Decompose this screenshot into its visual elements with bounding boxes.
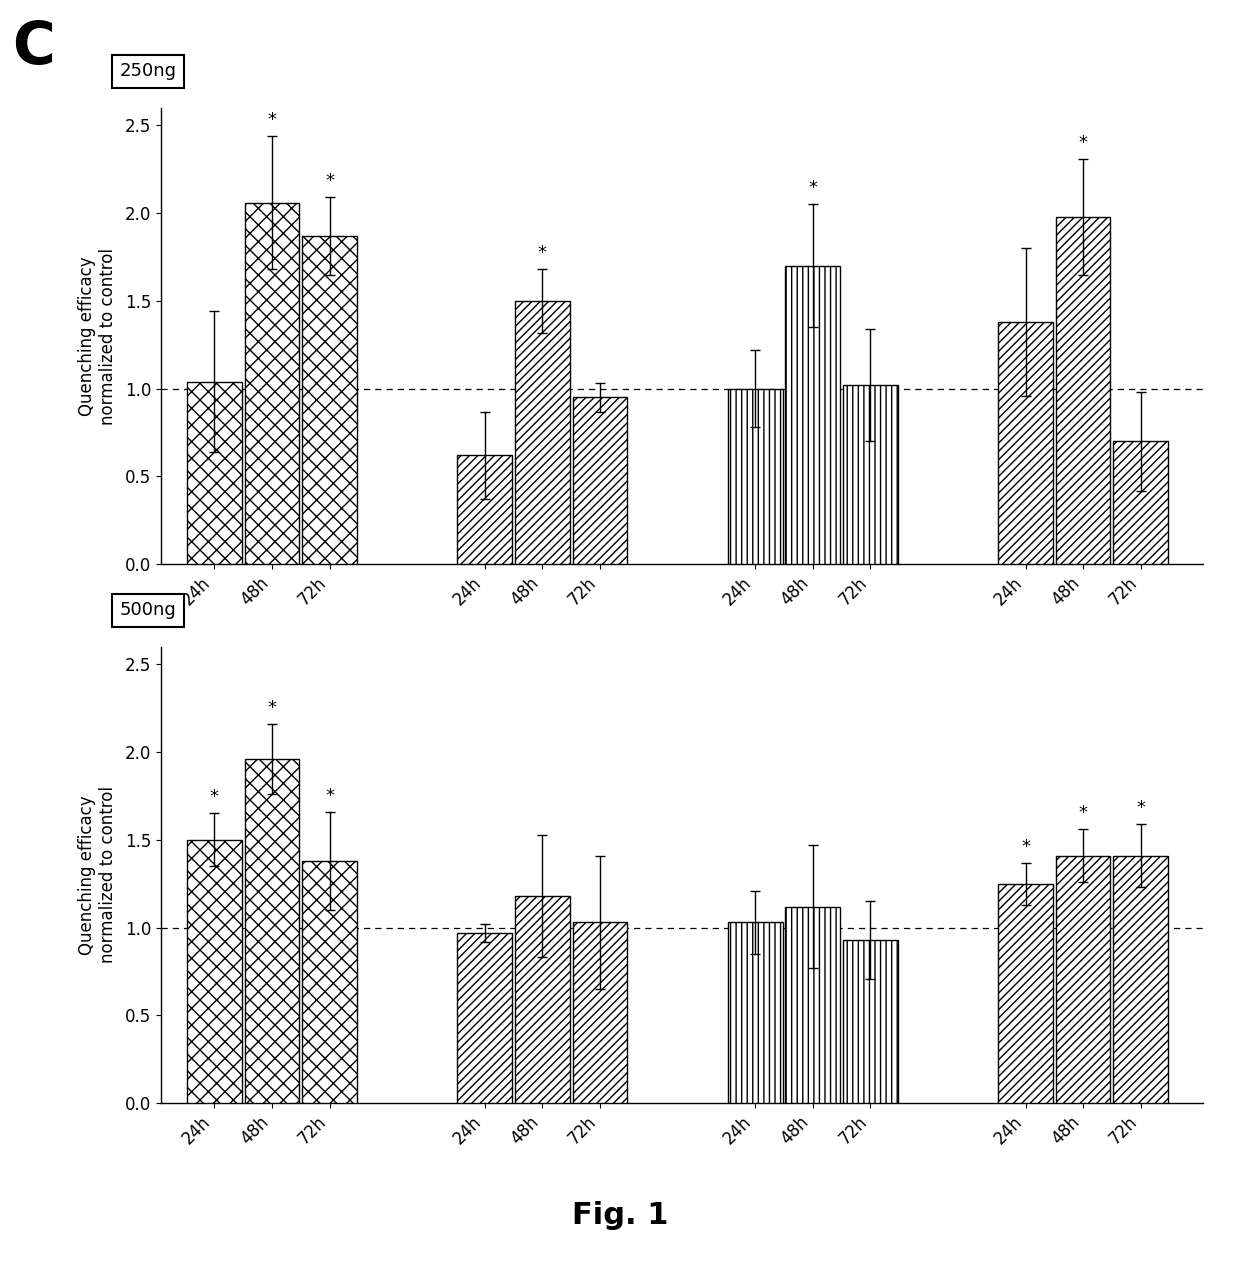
Text: *: * [268,110,277,129]
Y-axis label: Quenching efficacy
normalized to control: Quenching efficacy normalized to control [78,786,117,964]
Bar [187,382,242,564]
Bar [785,266,841,564]
Bar [458,933,512,1103]
Text: *: * [325,786,334,805]
Text: *: * [268,699,277,716]
Text: Fig. 1: Fig. 1 [572,1201,668,1230]
Bar [785,907,841,1103]
Bar [998,884,1053,1103]
Bar [1114,441,1168,564]
Bar [573,922,627,1103]
Text: *: * [1136,799,1146,817]
Text: *: * [325,172,334,190]
Text: C: C [12,19,55,76]
Text: *: * [538,245,547,262]
Bar [187,839,242,1103]
Bar [573,397,627,564]
Bar [303,236,357,564]
Text: *: * [808,179,817,198]
Bar [303,861,357,1103]
Text: *: * [1079,804,1087,822]
Bar [1055,856,1111,1103]
Bar [728,389,782,564]
Bar [515,896,569,1103]
Bar [1055,217,1111,564]
Bar [728,922,782,1103]
Bar [998,322,1053,564]
Bar [843,385,898,564]
Bar [244,760,299,1103]
Bar [843,940,898,1103]
Text: *: * [210,789,219,806]
Bar [515,301,569,564]
Text: 500ng: 500ng [119,601,176,619]
Bar [244,203,299,564]
Bar [458,455,512,564]
Text: 250ng: 250ng [119,62,176,80]
Y-axis label: Quenching efficacy
normalized to control: Quenching efficacy normalized to control [78,247,117,425]
Text: *: * [1021,838,1030,856]
Text: *: * [1079,133,1087,152]
Bar [1114,856,1168,1103]
